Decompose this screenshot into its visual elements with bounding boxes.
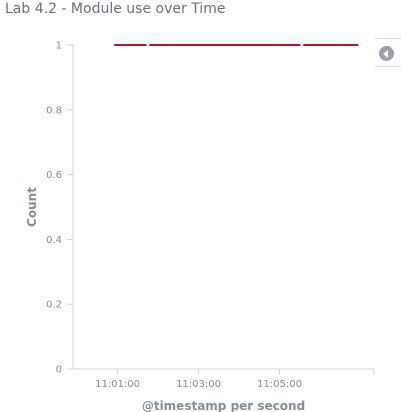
x-tick-label: 11:03:00 bbox=[176, 379, 221, 390]
x-tick-label: 11:05:00 bbox=[257, 379, 302, 390]
x-axis-title: @timestamp per second bbox=[142, 399, 305, 412]
legend-toggle-button[interactable] bbox=[375, 38, 401, 67]
chart-title: Lab 4.2 - Module use over Time bbox=[5, 1, 226, 17]
y-tick-label: 0.6 bbox=[46, 170, 62, 181]
series-layer bbox=[113, 44, 359, 46]
y-axis-title: Count bbox=[25, 187, 39, 227]
series-point bbox=[356, 44, 359, 46]
y-tick-label: 0.8 bbox=[46, 105, 62, 116]
y-tick-label: 0.4 bbox=[46, 235, 62, 246]
y-axis: 0 0.2 0.4 0.6 0.8 1 bbox=[46, 41, 74, 376]
chevron-left-icon bbox=[379, 46, 394, 61]
y-tick-label: 1 bbox=[56, 41, 62, 52]
x-tick-label: 11:01:00 bbox=[95, 379, 140, 390]
series-point bbox=[145, 44, 147, 46]
y-tick-label: 0.2 bbox=[46, 300, 62, 311]
x-axis: 11:01:00 11:03:00 11:05:00 bbox=[73, 368, 375, 390]
series-point bbox=[298, 44, 301, 46]
y-tick-label: 0 bbox=[56, 365, 62, 376]
